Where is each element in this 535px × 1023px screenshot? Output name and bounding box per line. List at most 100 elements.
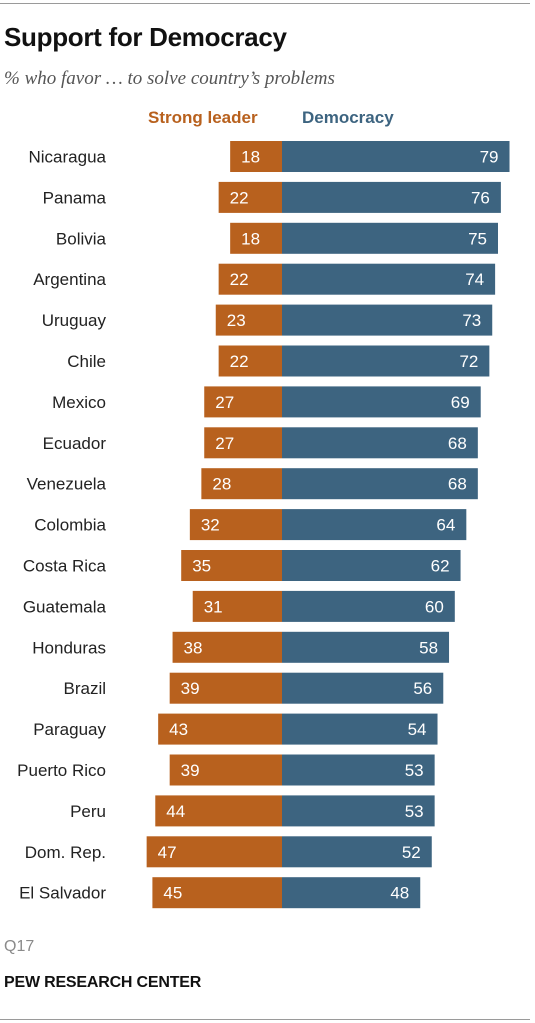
bar-strong-leader-brazil: [169, 672, 282, 704]
value-label-strong-leader-puerto-rico: 39: [181, 761, 200, 780]
bar-democracy-paraguay: [282, 713, 438, 745]
category-label-puerto-rico: Puerto Rico: [17, 761, 106, 780]
value-label-democracy-argentina: 74: [465, 270, 484, 289]
bar-strong-leader-mexico: [204, 386, 282, 418]
bar-strong-leader-dom-rep: [146, 836, 282, 868]
bottom-rule: [0, 1019, 530, 1020]
value-label-democracy-brazil: 56: [413, 679, 432, 698]
value-label-strong-leader-el-salvador: 45: [163, 884, 182, 903]
value-label-democracy-panama: 76: [471, 188, 490, 207]
bar-democracy-costa-rica: [282, 550, 461, 581]
value-label-strong-leader-brazil: 39: [181, 679, 200, 698]
category-label-brazil: Brazil: [63, 679, 106, 698]
bar-democracy-el-salvador: [282, 877, 421, 909]
bar-strong-leader-panama: [218, 181, 282, 213]
value-label-democracy-honduras: 58: [419, 638, 438, 657]
bar-democracy-puerto-rico: [282, 754, 435, 786]
bar-strong-leader-guatemala: [192, 590, 282, 622]
value-label-democracy-dom-rep: 52: [402, 843, 421, 862]
source-label: PEW RESEARCH CENTER: [4, 974, 202, 991]
legend-strong-leader: Strong leader: [148, 108, 258, 127]
value-label-strong-leader-nicaragua: 18: [241, 148, 260, 167]
bar-strong-leader-paraguay: [158, 713, 282, 745]
category-label-uruguay: Uruguay: [42, 311, 107, 330]
bar-democracy-guatemala: [282, 590, 455, 622]
value-label-democracy-el-salvador: 48: [390, 884, 409, 903]
bar-democracy-colombia: [282, 509, 467, 541]
category-label-dom-rep: Dom. Rep.: [25, 843, 106, 862]
category-label-ecuador: Ecuador: [43, 434, 107, 453]
category-label-peru: Peru: [70, 802, 106, 821]
value-label-strong-leader-chile: 22: [230, 352, 249, 371]
bar-strong-leader-uruguay: [215, 304, 282, 336]
value-label-democracy-uruguay: 73: [462, 311, 481, 330]
top-rule: [0, 3, 530, 4]
bar-strong-leader-colombia: [189, 509, 282, 541]
category-label-colombia: Colombia: [34, 516, 106, 535]
legend-democracy: Democracy: [302, 108, 394, 127]
category-label-guatemala: Guatemala: [23, 597, 107, 616]
bar-democracy-nicaragua: [282, 141, 510, 172]
bar-strong-leader-venezuela: [201, 468, 282, 500]
value-label-strong-leader-paraguay: 43: [169, 720, 188, 739]
value-label-democracy-venezuela: 68: [448, 475, 467, 494]
value-label-strong-leader-guatemala: 31: [204, 597, 223, 616]
category-label-chile: Chile: [67, 352, 106, 371]
bar-democracy-argentina: [282, 263, 496, 295]
category-label-nicaragua: Nicaragua: [29, 148, 107, 167]
bar-strong-leader-el-salvador: [152, 877, 282, 909]
category-label-bolivia: Bolivia: [56, 229, 107, 248]
category-label-el-salvador: El Salvador: [19, 884, 106, 903]
category-label-argentina: Argentina: [33, 270, 106, 289]
bar-strong-leader-ecuador: [204, 427, 282, 459]
bar-democracy-ecuador: [282, 427, 478, 459]
value-label-strong-leader-venezuela: 28: [212, 475, 231, 494]
bar-strong-leader-peru: [155, 795, 282, 827]
category-label-paraguay: Paraguay: [33, 720, 106, 739]
category-label-mexico: Mexico: [52, 393, 106, 412]
bar-strong-leader-bolivia: [230, 222, 282, 254]
value-label-strong-leader-uruguay: 23: [227, 311, 246, 330]
value-label-democracy-paraguay: 54: [408, 720, 427, 739]
bar-strong-leader-chile: [218, 345, 282, 377]
value-label-strong-leader-panama: 22: [230, 188, 249, 207]
category-label-costa-rica: Costa Rica: [23, 557, 107, 576]
value-label-strong-leader-dom-rep: 47: [158, 843, 177, 862]
bar-democracy-peru: [282, 795, 435, 827]
bar-strong-leader-argentina: [218, 263, 282, 295]
bar-democracy-chile: [282, 345, 490, 377]
category-label-venezuela: Venezuela: [27, 475, 107, 494]
bar-democracy-bolivia: [282, 222, 498, 254]
question-note: Q17: [4, 938, 35, 955]
bar-democracy-venezuela: [282, 468, 478, 500]
value-label-democracy-mexico: 69: [451, 393, 470, 412]
value-label-democracy-guatemala: 60: [425, 597, 444, 616]
value-label-democracy-costa-rica: 62: [431, 557, 450, 576]
value-label-democracy-chile: 72: [459, 352, 478, 371]
bar-strong-leader-nicaragua: [230, 141, 282, 172]
value-label-democracy-puerto-rico: 53: [405, 761, 424, 780]
bar-strong-leader-puerto-rico: [169, 754, 282, 786]
value-label-strong-leader-peru: 44: [166, 802, 185, 821]
bar-democracy-panama: [282, 181, 501, 213]
value-label-democracy-nicaragua: 79: [480, 148, 499, 167]
bar-democracy-dom-rep: [282, 836, 432, 868]
bar-chart: Nicaragua 18 79 Panama 22 76 Bolivia 18 75 Argent…: [17, 141, 510, 909]
value-label-democracy-peru: 53: [405, 802, 424, 821]
value-label-democracy-colombia: 64: [436, 516, 455, 535]
category-label-panama: Panama: [43, 188, 107, 207]
chart-subtitle: % who favor … to solve country’s problem…: [4, 68, 335, 89]
chart-title: Support for Democracy: [4, 22, 287, 52]
value-label-strong-leader-colombia: 32: [201, 516, 220, 535]
value-label-democracy-ecuador: 68: [448, 434, 467, 453]
bar-democracy-mexico: [282, 386, 481, 418]
value-label-strong-leader-argentina: 22: [230, 270, 249, 289]
value-label-strong-leader-mexico: 27: [215, 393, 234, 412]
category-label-honduras: Honduras: [32, 638, 106, 657]
bar-democracy-honduras: [282, 631, 450, 663]
value-label-strong-leader-costa-rica: 35: [192, 557, 211, 576]
bar-strong-leader-costa-rica: [181, 550, 282, 581]
bar-democracy-brazil: [282, 672, 444, 704]
value-label-strong-leader-honduras: 38: [184, 638, 203, 657]
bar-strong-leader-honduras: [172, 631, 282, 663]
